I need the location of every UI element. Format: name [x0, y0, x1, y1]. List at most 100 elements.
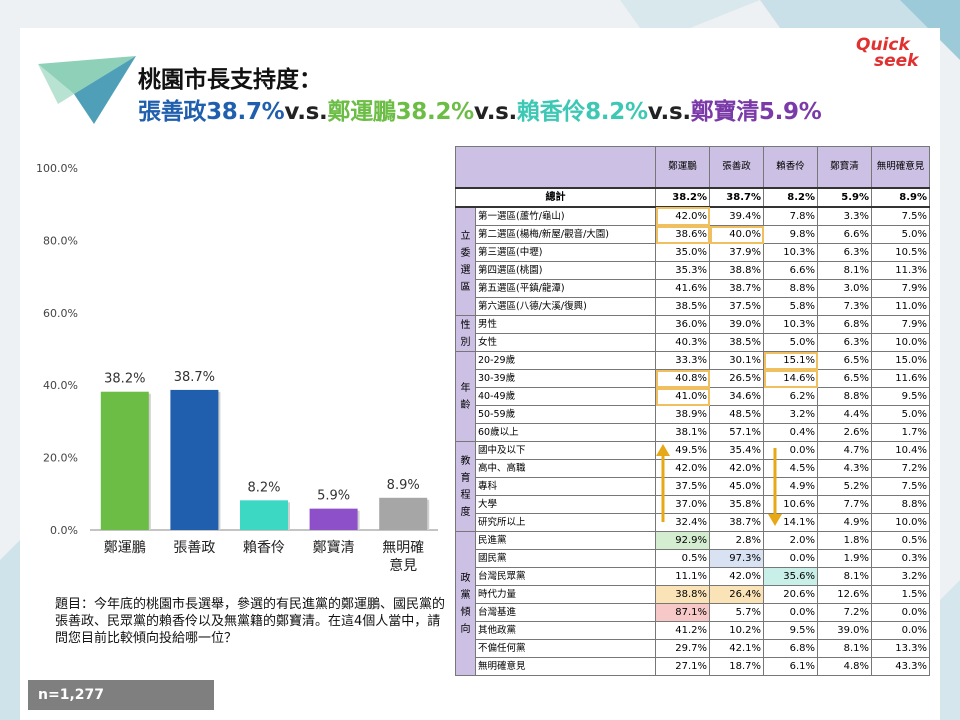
- table-cell: 0.0%: [763, 549, 818, 568]
- bar-value-label: 38.2%: [104, 372, 145, 387]
- table-cell: 26.5%: [709, 369, 764, 388]
- y-tick-label: 20.0%: [43, 452, 78, 465]
- column-header: 鄭運鵬: [655, 146, 710, 189]
- table-cell: 97.3%: [709, 549, 764, 568]
- table-cell: 20.6%: [763, 585, 818, 604]
- table-cell: 6.6%: [817, 225, 872, 244]
- table-cell: 2.6%: [817, 423, 872, 442]
- table-cell: 0.5%: [655, 549, 710, 568]
- table-cell: 42.1%: [709, 639, 764, 658]
- table-cell: 40.3%: [655, 333, 710, 352]
- total-cell: 38.7%: [709, 187, 764, 208]
- table-cell: 5.0%: [763, 333, 818, 352]
- row-label: 男性: [475, 315, 656, 334]
- table-cell: 3.2%: [871, 567, 930, 586]
- y-tick-label: 100.0%: [36, 162, 78, 175]
- row-label: 民進黨: [475, 531, 656, 550]
- row-label: 無明確意見: [475, 657, 656, 676]
- table-cell: 38.5%: [709, 333, 764, 352]
- x-category-label: 鄭寶清: [313, 540, 355, 556]
- table-cell: 4.3%: [817, 459, 872, 478]
- table-row: 60歲以上 38.1% 57.1% 0.4% 2.6% 1.7%: [456, 423, 930, 442]
- table-cell: 6.1%: [763, 657, 818, 676]
- table-row: 政黨傾向民進黨 92.9% 2.8% 2.0% 1.8% 0.5%: [455, 531, 930, 676]
- table-cell: 7.9%: [871, 279, 930, 298]
- x-category-label: 賴香伶: [243, 540, 285, 556]
- table-cell: 14.6%: [763, 369, 818, 388]
- table-row: 第五選區(平鎮/龍潭) 41.6% 38.7% 8.8% 3.0% 7.9%: [456, 279, 930, 298]
- x-category-label: 意見: [389, 557, 417, 574]
- table-cell: 8.8%: [871, 495, 930, 514]
- y-tick-label: 40.0%: [43, 379, 78, 392]
- table-cell: 8.8%: [763, 279, 818, 298]
- table-cell: 7.2%: [871, 459, 930, 478]
- table-cell: 10.5%: [871, 243, 930, 262]
- table-cell: 38.8%: [655, 585, 710, 604]
- table-row: 年齡 20-29歲 33.3% 30.1% 15.1% 6.5% 15.0%: [455, 351, 930, 442]
- row-label: 專科: [475, 477, 656, 496]
- table-cell: 0.4%: [763, 423, 818, 442]
- table-cell: 42.0%: [655, 206, 710, 226]
- table-row: 性別男性 36.0% 39.0% 10.3% 6.8% 7.9%: [455, 315, 930, 352]
- table-cell: 41.2%: [655, 621, 710, 640]
- row-label: 第一選區(蘆竹/龜山): [475, 206, 656, 226]
- table-cell: 37.5%: [709, 297, 764, 316]
- table-cell: 27.1%: [655, 657, 710, 676]
- table-row: 第四選區(桃園) 35.3% 38.8% 6.6% 8.1% 11.3%: [456, 261, 930, 280]
- table-cell: 38.9%: [655, 405, 710, 424]
- row-label: 60歲以上: [475, 423, 656, 442]
- table-cell: 11.1%: [655, 567, 710, 586]
- column-header: 賴香伶: [763, 146, 818, 189]
- table-cell: 0.0%: [871, 621, 930, 640]
- table-row: 不偏任何黨 29.7% 42.1% 6.8% 8.1% 13.3%: [456, 639, 930, 658]
- table-cell: 7.5%: [871, 477, 930, 496]
- group-label: 性別: [455, 315, 476, 352]
- table-cell: 35.0%: [655, 243, 710, 262]
- table-cell: 43.3%: [871, 657, 930, 676]
- table-cell: 0.3%: [871, 549, 930, 568]
- table-cell: 35.4%: [709, 441, 764, 460]
- table-cell: 11.3%: [871, 261, 930, 280]
- table-cell: 40.0%: [709, 225, 764, 244]
- table-cell: 7.3%: [817, 297, 872, 316]
- table-cell: 5.0%: [871, 225, 930, 244]
- table-row: 專科 37.5% 45.0% 4.9% 5.2% 7.5%: [456, 477, 930, 496]
- row-label: 研究所以上: [475, 513, 656, 532]
- bar: [170, 389, 219, 530]
- subtitle-part-2: 鄭運鵬38.2%: [327, 99, 475, 125]
- table-cell: 38.6%: [655, 225, 710, 244]
- y-tick-label: 0.0%: [50, 524, 78, 537]
- table-cell: 1.9%: [817, 549, 872, 568]
- bar-value-label: 8.2%: [247, 480, 280, 495]
- table-cell: 36.0%: [655, 315, 710, 334]
- table-cell: 0.0%: [763, 603, 818, 622]
- column-header: 鄭寶清: [817, 146, 872, 189]
- x-category-label: 無明確: [382, 540, 424, 556]
- row-label: 40-49歲: [475, 387, 656, 406]
- bar-value-label: 8.9%: [387, 478, 420, 493]
- table-cell: 37.5%: [655, 477, 710, 496]
- table-cell: 3.2%: [763, 405, 818, 424]
- table-row: 教育程度國中及以下 49.5% 35.4% 0.0% 4.7% 10.4%: [455, 441, 930, 532]
- sample-size-badge: n=1,277: [28, 680, 214, 710]
- table-cell: 4.7%: [817, 441, 872, 460]
- table-cell: 6.3%: [817, 333, 872, 352]
- row-label: 國中及以下: [475, 441, 656, 460]
- table-cell: 3.0%: [817, 279, 872, 298]
- y-tick-label: 80.0%: [43, 234, 78, 247]
- row-label: 其他政黨: [475, 621, 656, 640]
- table-cell: 26.4%: [709, 585, 764, 604]
- row-label: 第四選區(桃園): [475, 261, 656, 280]
- table-cell: 35.6%: [763, 567, 818, 586]
- table-cell: 0.0%: [871, 603, 930, 622]
- subtitle-part-6: 鄭寶清5.9%: [690, 99, 822, 125]
- table-cell: 5.0%: [871, 405, 930, 424]
- table-cell: 1.8%: [817, 531, 872, 550]
- row-label: 50-59歲: [475, 405, 656, 424]
- row-label: 20-29歲: [475, 351, 656, 370]
- table-cell: 32.4%: [655, 513, 710, 532]
- group-label: 立委選區: [455, 206, 476, 316]
- table-cell: 6.8%: [817, 315, 872, 334]
- column-header: 張善政: [709, 146, 764, 189]
- table-cell: 1.5%: [871, 585, 930, 604]
